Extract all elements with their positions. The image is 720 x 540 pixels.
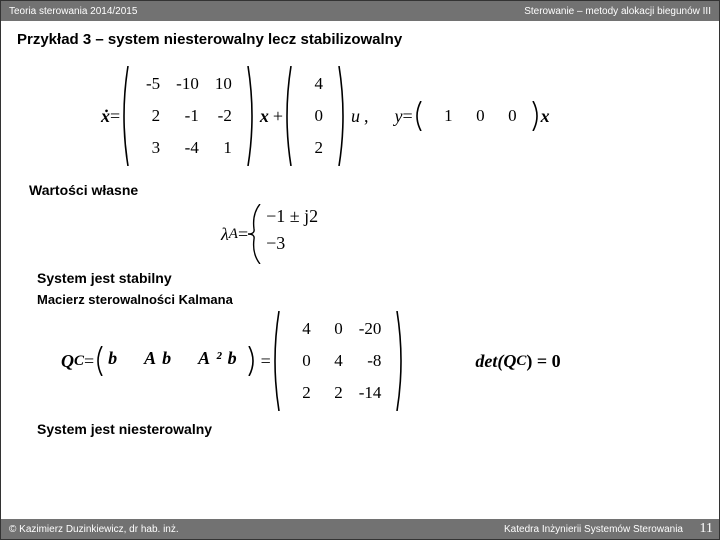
matrix-cell: 10: [207, 72, 240, 96]
matrix-cell: -8: [351, 349, 390, 373]
matrix-cell: 2: [319, 381, 351, 405]
Qc: Q: [61, 351, 74, 372]
matrix-cell: 1: [429, 104, 461, 128]
eigenvalues-equation: λ A = −1 ± j2 −3: [221, 204, 699, 264]
kalman-label: Macierz sterowalności Kalmana: [37, 292, 699, 307]
plus: +: [273, 106, 283, 127]
det-equation: det(Q C ) = 0: [475, 351, 560, 372]
det-lhs: det(Q: [475, 351, 516, 372]
matrix-cell: -20: [351, 317, 390, 341]
matrix-cell: 4: [299, 72, 331, 96]
author: © Kazimierz Duzinkiewicz, dr hab. inż.: [9, 524, 179, 535]
matrix-cell: -4: [168, 136, 207, 160]
eigen-row-2: −3: [266, 233, 285, 254]
course-name: Teoria sterowania 2014/2015: [9, 6, 137, 17]
equals2: =: [261, 351, 271, 372]
matrix-C: 100: [413, 101, 541, 131]
matrix-cell: -5: [136, 72, 168, 96]
eigen-row-1: −1 ± j2: [266, 206, 318, 227]
eigenvalues-label: Wartości własne: [29, 182, 699, 198]
matrix-cell: 2: [299, 136, 331, 160]
equals: =: [238, 224, 248, 245]
x-vector: x: [260, 106, 269, 127]
top-bar: Teoria sterowania 2014/2015 Sterowanie –…: [1, 1, 719, 21]
matrix-cell: 0: [299, 104, 331, 128]
Qc-sub: C: [74, 353, 84, 370]
equals: =: [110, 106, 120, 127]
state-space-equation: ẋ = -5-10102-1-23-41 x + 402 u , y: [101, 66, 699, 166]
controllability-equation: Q C = b Ab A²b = 40-2004-822-14 det(Q C: [61, 311, 699, 411]
matrix-cell: 2: [136, 104, 168, 128]
xdot: ẋ: [101, 106, 110, 127]
matrix-cell: 1: [207, 136, 240, 160]
y-output: y: [394, 106, 402, 127]
matrix-cell: -1: [168, 104, 207, 128]
u-input: u: [351, 106, 360, 127]
matrix-cell: -2: [207, 104, 240, 128]
matrix-cell: 0: [461, 104, 493, 128]
matrix-cell: -14: [351, 381, 390, 405]
slide: Teoria sterowania 2014/2015 Sterowanie –…: [0, 0, 720, 540]
lambda-sub: A: [229, 226, 238, 243]
matrix-cell: 4: [287, 317, 319, 341]
slide-title: Przykład 3 – system niesterowalny lecz s…: [1, 21, 719, 54]
equals: =: [84, 351, 94, 372]
footer-bar: © Kazimierz Duzinkiewicz, dr hab. inż. K…: [1, 519, 719, 539]
content: ẋ = -5-10102-1-23-41 x + 402 u , y: [1, 54, 719, 445]
matrix-cell: 3: [136, 136, 168, 160]
page-number: 11: [700, 521, 713, 537]
stable-statement: System jest stabilny: [37, 270, 699, 286]
matrix-cell: 0: [493, 104, 525, 128]
department: Katedra Inżynierii Systemów Sterowania: [504, 524, 683, 535]
matrix-cell: 0: [319, 317, 351, 341]
tuple: b Ab A²b: [104, 346, 246, 376]
matrix-cell: -10: [168, 72, 207, 96]
comma: ,: [364, 106, 369, 127]
matrix-cell: 4: [319, 349, 351, 373]
matrix-cell: 2: [287, 381, 319, 405]
det-sub: C: [516, 353, 526, 370]
det-rhs: ) = 0: [526, 351, 560, 372]
matrix-cell: 0: [287, 349, 319, 373]
uncontrollable-statement: System jest niesterowalny: [37, 421, 699, 437]
equals2: =: [402, 106, 412, 127]
vector-b: 4 0 2: [283, 66, 347, 166]
x-vector-2: x: [541, 106, 550, 127]
matrix-Qc: 40-2004-822-14: [271, 311, 406, 411]
lambda: λ: [221, 224, 229, 245]
chapter-name: Sterowanie – metody alokacji biegunów II…: [524, 6, 711, 17]
matrix-A: -5-1010 2-1-2 3-41: [120, 66, 256, 166]
